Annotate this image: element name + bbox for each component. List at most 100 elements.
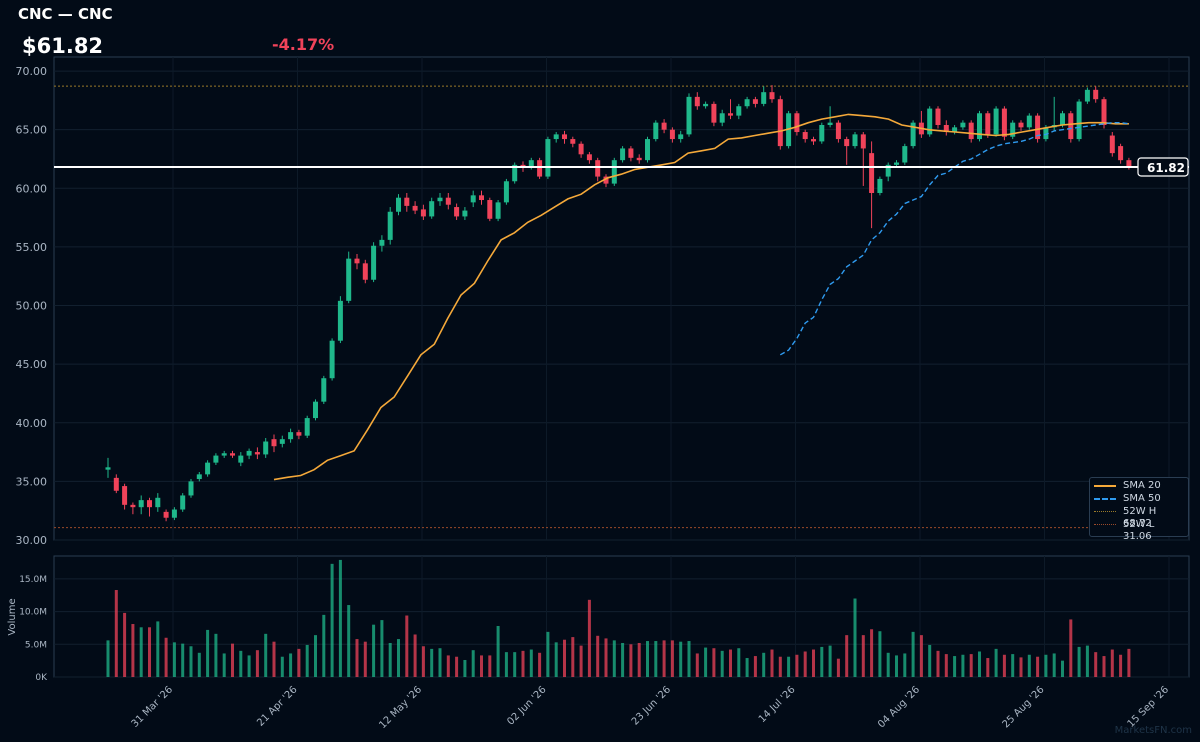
candle [479, 195, 484, 201]
volume-bar [496, 625, 500, 677]
candle [230, 453, 235, 456]
y-tick-label: 55.00 [16, 241, 48, 254]
volume-bar [1077, 646, 1081, 677]
volume-bar [596, 635, 600, 677]
volume-bar [397, 639, 400, 677]
volume-bar [380, 620, 384, 677]
volume-bar [861, 635, 865, 677]
volume-bar [812, 649, 815, 677]
x-tick-label: 04 Aug '26 [876, 684, 922, 730]
volume-bar [148, 627, 151, 677]
last-price: $61.82 [22, 34, 104, 58]
volume-bar [729, 649, 732, 677]
x-axis: 31 Mar '26 21 Apr '26 12 May '26 02 Jun '26… [130, 684, 1172, 731]
candle [935, 108, 941, 125]
candle [927, 108, 933, 135]
volume-bar [488, 655, 492, 677]
volume-bar [214, 633, 218, 677]
candle [503, 181, 509, 203]
volume-bar [704, 647, 708, 677]
volume-bar [546, 631, 550, 677]
candle [512, 164, 518, 182]
volume-bar [471, 650, 475, 677]
candle [653, 122, 659, 140]
candle [163, 511, 169, 518]
candle [636, 157, 642, 161]
candle [138, 500, 144, 508]
candle [105, 467, 111, 470]
volume-bar [538, 652, 542, 677]
volume-bar [322, 614, 326, 677]
volume-bar [1127, 648, 1131, 677]
candle [379, 239, 385, 246]
watermark: MarketsFN.com [1114, 725, 1192, 736]
candle [811, 139, 816, 142]
y-tick-label: 30.00 [16, 534, 48, 547]
volume-bar [513, 652, 517, 677]
volume-bar [164, 637, 168, 677]
candle [288, 432, 294, 440]
volume-bar [820, 646, 824, 677]
candle [171, 509, 177, 518]
volume-bar [961, 654, 965, 677]
volume-bar [587, 599, 591, 677]
x-tick-label: 02 Jun '26 [505, 684, 548, 727]
candle [661, 122, 667, 130]
candle [396, 197, 401, 212]
price-panel: 30.00 35.00 40.00 45.00 50.00 55.00 60.00 65.00… [16, 56, 1190, 547]
candle [296, 432, 302, 436]
legend-swatch [1094, 511, 1116, 512]
candle [719, 113, 725, 123]
volume-bar [1002, 654, 1006, 677]
x-tick-label: 12 May '26 [377, 684, 424, 731]
candle [993, 108, 999, 135]
candle [752, 99, 758, 104]
volume-panel: 0K 5.0M 10.0M 15.0M Volume [7, 555, 1190, 683]
candle [694, 96, 700, 107]
candle [595, 160, 601, 177]
volume-bar [289, 653, 293, 677]
candle [827, 122, 833, 125]
volume-bar [255, 650, 259, 677]
volume-bar [787, 656, 791, 677]
sma50-line [779, 122, 1129, 356]
candle [246, 450, 252, 456]
volume-bar [903, 653, 907, 677]
candle [1101, 99, 1107, 125]
volume-bar [579, 645, 583, 677]
volume-bar [803, 651, 807, 677]
legend-item-52w-high: 52W H 68.72 [1094, 506, 1186, 529]
volume-bar [762, 652, 766, 677]
y-tick-label: 70.00 [16, 65, 48, 78]
candle [1035, 115, 1041, 140]
candle [777, 99, 783, 147]
candle [196, 474, 202, 480]
volume-bar [919, 635, 923, 677]
volume-bar [554, 642, 558, 677]
volume-bar [994, 648, 998, 677]
candle [263, 441, 269, 455]
volume-bar [181, 643, 185, 677]
candle [329, 340, 335, 379]
volume-bar [347, 605, 351, 677]
legend-label: 52W L 31.06 [1123, 519, 1155, 542]
candle [1126, 160, 1132, 167]
candle [769, 92, 775, 100]
candle [553, 134, 559, 140]
candle [794, 113, 800, 133]
volume-bar [720, 650, 724, 677]
candle [188, 481, 194, 496]
x-tick-label: 21 Apr '26 [255, 684, 299, 728]
volume-bar [795, 654, 799, 677]
y-tick-label: 45.00 [16, 358, 48, 371]
legend-label: SMA 50 [1123, 493, 1161, 504]
volume-bar [1019, 657, 1023, 677]
volume-tick-label: 5.0M [25, 640, 47, 650]
volume-bar [529, 649, 533, 677]
volume-bar [297, 648, 301, 677]
volume-bar [355, 639, 359, 677]
volume-bar [239, 650, 243, 677]
candle [902, 146, 908, 163]
volume-bar [480, 655, 483, 677]
volume-bar [612, 640, 616, 677]
